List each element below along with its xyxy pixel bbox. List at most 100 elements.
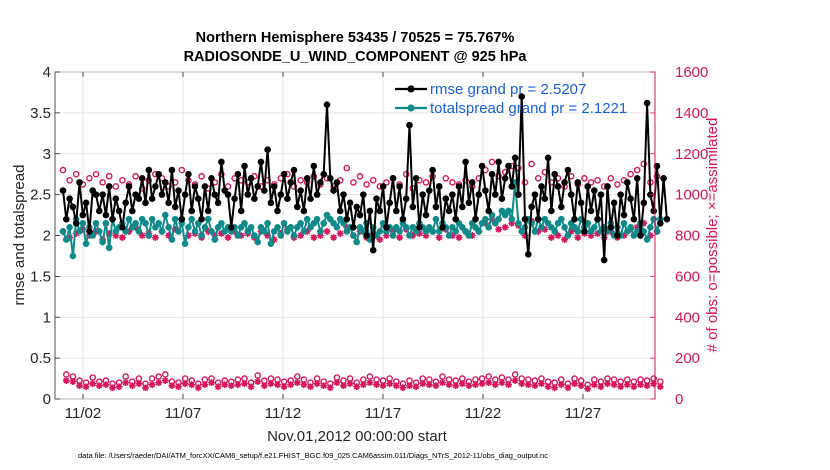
rmse-point bbox=[350, 224, 357, 231]
obs-assimilated-point bbox=[105, 230, 113, 237]
totalspread-point bbox=[627, 224, 634, 231]
rmse-point bbox=[66, 195, 73, 203]
y2-axis-label: # of obs: o=possible; ×=assimilated bbox=[704, 118, 721, 353]
rmse-point bbox=[449, 191, 456, 198]
obs-possible-point bbox=[627, 170, 634, 178]
rmse-point bbox=[389, 174, 397, 182]
obs-possible-point bbox=[224, 183, 232, 190]
rmse-point bbox=[581, 228, 588, 235]
totalspread-point bbox=[429, 228, 436, 235]
obs-assimilated-point bbox=[323, 228, 331, 235]
rmse-point bbox=[175, 187, 182, 194]
y-tick-label: 3 bbox=[43, 146, 51, 163]
totalspread-point bbox=[168, 236, 176, 243]
rmse-point bbox=[310, 162, 318, 170]
totalspread-point bbox=[465, 232, 473, 239]
totalspread-point bbox=[66, 224, 73, 231]
totalspread-point bbox=[208, 228, 215, 235]
rmse-point bbox=[462, 158, 469, 166]
rmse-point bbox=[330, 187, 337, 194]
x-axis-label: Nov.01,2012 00:00:00 start bbox=[267, 428, 448, 445]
totalspread-point bbox=[165, 224, 172, 231]
rmse-point bbox=[211, 191, 219, 198]
rmse-point bbox=[637, 232, 644, 239]
rmse-point bbox=[247, 174, 255, 182]
obs-possible-point bbox=[350, 179, 357, 186]
rmse-point bbox=[541, 195, 549, 203]
obs-possible-point bbox=[363, 181, 370, 188]
obs-assimilated-point bbox=[152, 234, 159, 241]
legend-label-totalspread: totalspread grand pr = 2.1221 bbox=[430, 100, 627, 117]
y-tick-label: 1 bbox=[43, 309, 51, 326]
rmse-point bbox=[102, 211, 110, 219]
totalspread-point bbox=[561, 224, 568, 231]
obs-assimilated-point bbox=[293, 379, 301, 387]
rmse-point bbox=[148, 195, 156, 203]
rmse-point bbox=[369, 246, 377, 254]
totalspread-point bbox=[643, 236, 651, 243]
obs-assimilated-point bbox=[82, 383, 90, 391]
rmse-point bbox=[257, 158, 265, 166]
rmse-point bbox=[554, 183, 562, 190]
grid-lines bbox=[55, 71, 655, 400]
obs-assimilated-point bbox=[346, 380, 354, 388]
obs-possible-point bbox=[366, 373, 374, 380]
totalspread-point bbox=[303, 215, 311, 223]
totalspread-point bbox=[211, 236, 219, 243]
rmse-point bbox=[515, 191, 522, 198]
rmse-point bbox=[264, 146, 271, 153]
rmse-point bbox=[597, 191, 605, 198]
rmse-point bbox=[204, 207, 212, 215]
totalspread-point bbox=[538, 224, 545, 231]
obs-assimilated-point bbox=[548, 234, 555, 241]
rmse-point bbox=[138, 174, 146, 182]
obs-assimilated-point bbox=[138, 232, 146, 239]
obs-assimilated-point bbox=[175, 383, 182, 391]
totalspread-point bbox=[389, 232, 397, 239]
y2-tick-label: 800 bbox=[675, 228, 700, 245]
y-tick-label: 0.5 bbox=[30, 350, 51, 367]
obs-possible-point bbox=[89, 374, 96, 381]
rmse-point bbox=[267, 199, 275, 207]
rmse-point bbox=[633, 174, 641, 182]
obs-possible-point bbox=[290, 183, 298, 190]
obs-assimilated-point bbox=[115, 383, 123, 391]
obs-possible-point bbox=[132, 172, 139, 180]
obs-assimilated-point bbox=[524, 381, 532, 389]
obs-possible-point bbox=[63, 371, 70, 378]
rmse-point bbox=[429, 166, 436, 174]
obs-assimilated-point bbox=[376, 236, 384, 243]
rmse-point bbox=[168, 166, 176, 174]
rmse-point bbox=[455, 183, 463, 190]
rmse-point bbox=[409, 203, 417, 211]
totalspread-point bbox=[59, 228, 67, 235]
y2-tick-label: 200 bbox=[675, 350, 700, 367]
obs-assimilated-point bbox=[320, 382, 328, 390]
rmse-point bbox=[426, 187, 433, 194]
totalspread-point bbox=[102, 219, 110, 227]
obs-assimilated-point bbox=[584, 385, 592, 393]
rmse-point bbox=[614, 232, 621, 239]
legend: rmse grand pr = 2.5207 totalspread grand… bbox=[395, 81, 627, 117]
obs-assimilated-point bbox=[518, 380, 526, 388]
rmse-point bbox=[544, 154, 552, 162]
totalspread-point bbox=[247, 224, 255, 231]
rmse-point bbox=[287, 179, 295, 186]
totalspread-point bbox=[142, 219, 149, 227]
rmse-point bbox=[284, 195, 291, 203]
obs-assimilated-point bbox=[600, 234, 608, 241]
rmse-point bbox=[452, 215, 460, 223]
obs-possible-point bbox=[633, 166, 641, 174]
rmse-point bbox=[234, 170, 242, 178]
obs-assimilated-point bbox=[485, 379, 493, 387]
legend-marker-rmse bbox=[407, 85, 415, 93]
y2-tick-label: 1200 bbox=[675, 146, 708, 163]
rmse-point bbox=[663, 215, 671, 223]
totalspread-point bbox=[234, 232, 242, 239]
obs-possible-point bbox=[119, 177, 126, 184]
totalspread-point bbox=[505, 207, 512, 215]
obs-assimilated-point bbox=[538, 380, 545, 388]
rmse-point bbox=[600, 256, 608, 264]
totalspread-point bbox=[290, 232, 298, 239]
